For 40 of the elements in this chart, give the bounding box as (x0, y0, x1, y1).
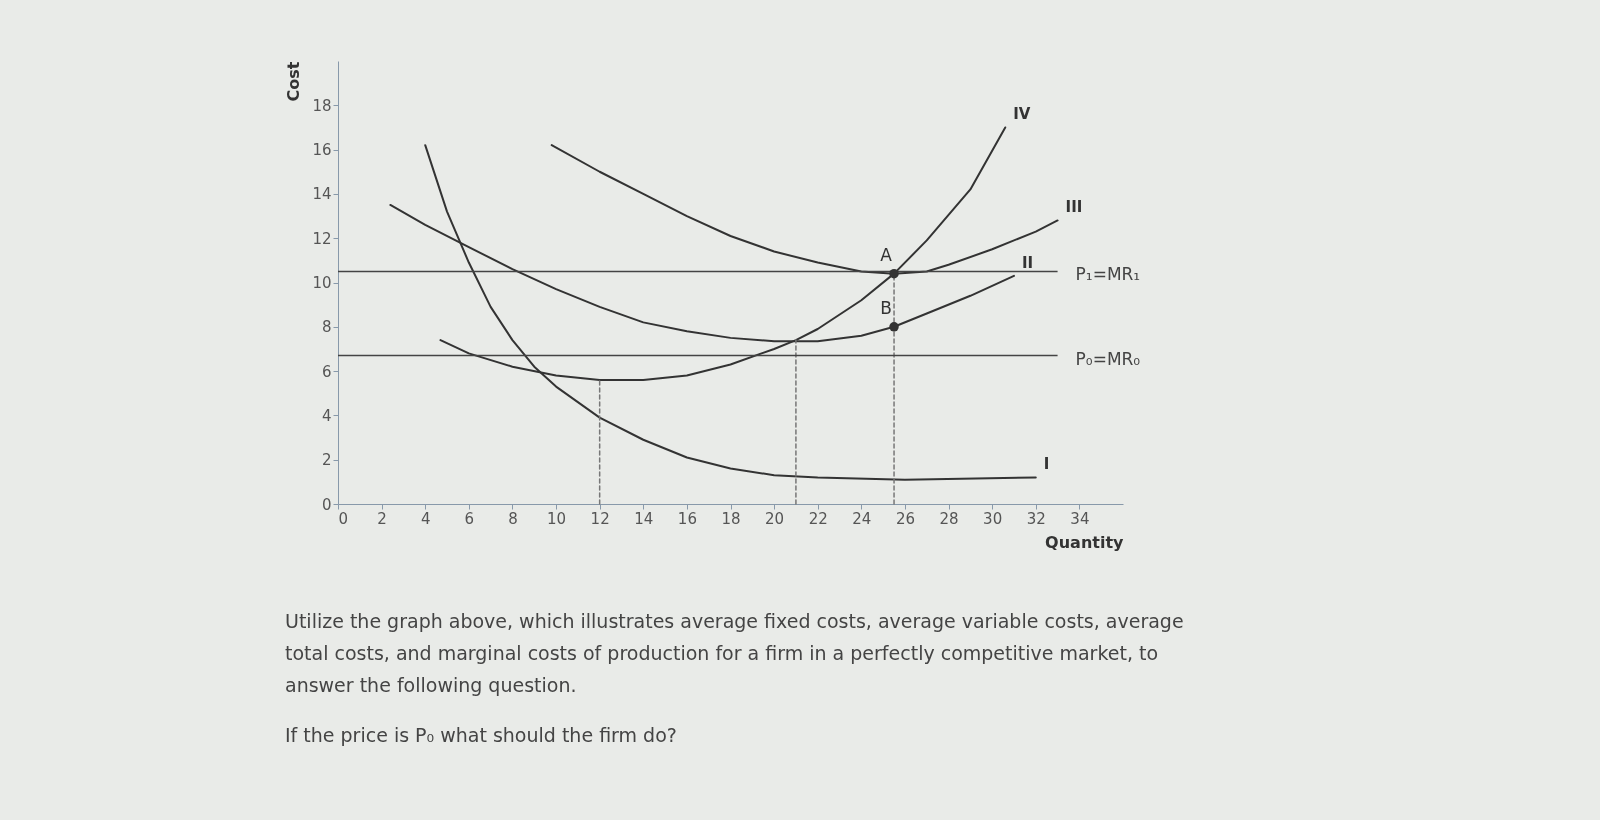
x-tick-label: 2 (377, 509, 387, 528)
y-tick-label: 2 (321, 451, 332, 470)
series-label: II (1021, 253, 1034, 272)
y-tick-label: 18 (312, 96, 332, 115)
x-tick-label: 32 (1026, 509, 1046, 528)
y-tick-label: 6 (321, 362, 332, 381)
x-tick-label: 14 (634, 509, 654, 528)
x-tick-label: 20 (765, 509, 785, 528)
annotation: B (880, 297, 892, 318)
x-tick-label: 8 (508, 509, 518, 528)
text: Utilize the graph above, which illustrates average fixed costs, average variable costs, average total costs, and marginal costs of production for a firm in a perfectly competitive market, to answer the following question. (285, 609, 1185, 698)
ref-line-label: P₁=MR₁ (1075, 264, 1141, 285)
x-tick-label: 26 (895, 509, 915, 528)
annotation: A (880, 244, 893, 265)
series-label: III (1065, 198, 1083, 217)
x-tick-label: 10 (547, 509, 567, 528)
y-tick-label: 12 (312, 229, 332, 248)
y-tick-label: 4 (321, 406, 332, 425)
x-tick-label: 4 (420, 509, 431, 528)
y-tick-label: 14 (312, 185, 332, 204)
y-tick-label: 16 (312, 141, 332, 160)
y-tick-label: 8 (321, 318, 332, 337)
x-tick-label: 18 (721, 509, 741, 528)
x-tick-label: 12 (590, 509, 610, 528)
y-axis-title: Cost (284, 61, 304, 102)
y-tick-label: 10 (312, 274, 332, 292)
x-tick-label: 28 (939, 509, 959, 528)
x-tick-label: 30 (983, 509, 1003, 528)
x-tick-label: 22 (808, 509, 828, 528)
x-tick-label: 6 (464, 509, 475, 528)
x-tick-label: 34 (1070, 509, 1090, 528)
x-tick-label: 24 (852, 509, 872, 528)
y-tick-label: 0 (321, 495, 332, 514)
ref-line-label: P₀=MR₀ (1075, 348, 1141, 369)
x-axis-title: Quantity (1045, 532, 1125, 552)
x-tick-label: 0 (338, 509, 349, 528)
series-label: IV (1013, 105, 1031, 124)
series-label: I (1043, 455, 1050, 474)
text: If the price is P₀ what should the firm do? (285, 723, 678, 748)
x-tick-label: 16 (677, 509, 697, 528)
